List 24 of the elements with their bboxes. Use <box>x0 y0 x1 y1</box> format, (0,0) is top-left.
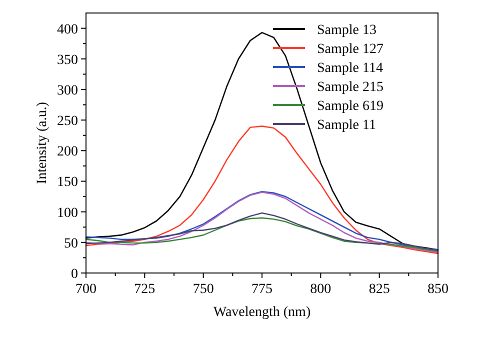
x-tick-label: 700 <box>76 282 96 297</box>
x-tick-label: 850 <box>428 282 448 297</box>
y-tick-label: 100 <box>57 206 78 221</box>
legend-label: Sample 11 <box>317 118 376 133</box>
x-tick-label: 825 <box>368 282 390 297</box>
y-tick-label: 300 <box>57 83 78 98</box>
y-tick-label: 400 <box>57 22 78 38</box>
y-tick-label: 350 <box>57 52 78 68</box>
y-tick-label: 0 <box>71 267 78 282</box>
legend-label: Sample 127 <box>317 42 384 57</box>
legend-label: Sample 619 <box>317 99 384 114</box>
x-axis-title: Wavelength (nm) <box>213 305 311 320</box>
legend-label: Sample 13 <box>317 23 376 38</box>
x-tick-label: 775 <box>252 282 272 297</box>
y-tick-label: 250 <box>57 114 78 130</box>
x-tick-label: 725 <box>134 282 156 297</box>
y-axis-title: Intensity (a.u.) <box>35 102 50 184</box>
y-tick-label: 200 <box>57 144 78 160</box>
y-tick-label: 150 <box>57 175 78 190</box>
legend-label: Sample 215 <box>317 80 384 95</box>
y-tick-label: 50 <box>64 236 78 252</box>
legend-label: Sample 114 <box>317 61 383 76</box>
x-tick-label: 800 <box>310 282 332 297</box>
x-tick-label: 750 <box>192 282 214 297</box>
